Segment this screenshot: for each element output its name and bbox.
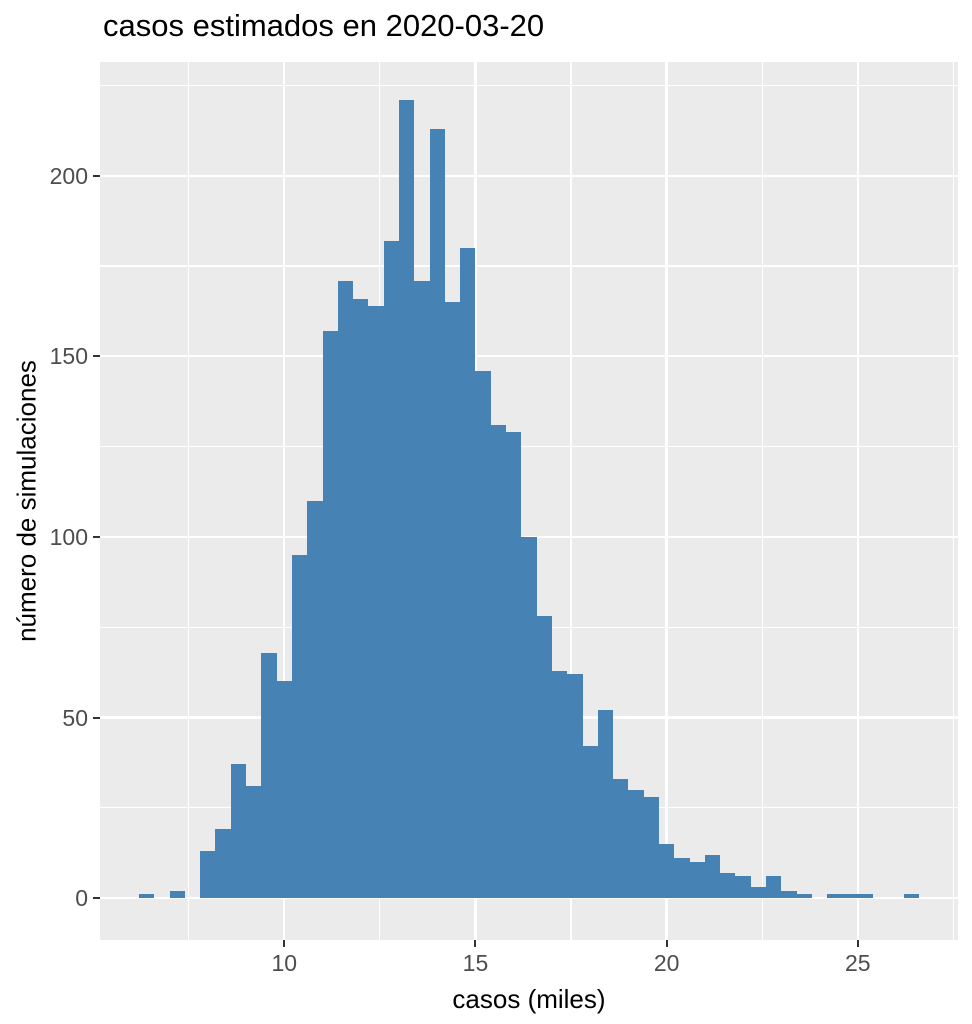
histogram-bar (643, 796, 659, 899)
y-tick-label: 50 (62, 704, 88, 731)
y-axis-tick (93, 174, 100, 177)
histogram-bar (291, 554, 308, 899)
gridline-minor-y (100, 446, 958, 448)
gridline-minor-x (761, 62, 763, 940)
histogram-bar (429, 128, 445, 899)
histogram-bar (139, 894, 155, 899)
histogram-bar (720, 872, 736, 899)
histogram-bar (276, 681, 292, 899)
gridline-major-y (100, 174, 958, 177)
x-tick-label: 10 (271, 950, 298, 976)
histogram-bar (903, 894, 919, 899)
histogram-bar (597, 710, 614, 899)
gridline-major-y (100, 896, 958, 900)
histogram-bar (567, 674, 583, 899)
histogram-bar (246, 786, 262, 899)
x-tick-label: 20 (653, 950, 680, 976)
gridline-minor-x (952, 62, 954, 940)
histogram-bar (613, 778, 629, 899)
gridline-minor-y (100, 265, 958, 267)
y-tick-label: 150 (49, 343, 88, 370)
histogram-bar (750, 887, 767, 899)
x-axis-tick (665, 940, 668, 947)
histogram-bar (827, 894, 843, 899)
histogram-bar (857, 894, 874, 899)
histogram-bar (842, 894, 858, 899)
histogram-bar (444, 302, 461, 899)
histogram-bar (704, 854, 721, 899)
histogram-bar (490, 424, 507, 899)
histogram-bar (766, 876, 782, 899)
histogram-bar (689, 861, 705, 899)
gridline-major-x (856, 62, 859, 940)
x-axis-title: casos (miles) (452, 984, 606, 1014)
gridline-minor-x (188, 62, 190, 940)
histogram-bar (383, 240, 399, 899)
histogram-bar (337, 280, 354, 899)
histogram-bar (261, 652, 277, 899)
x-axis-tick (283, 940, 286, 947)
histogram-bar (368, 305, 384, 899)
histogram-bar (322, 331, 338, 899)
histogram-bar (582, 746, 598, 899)
histogram-bar (200, 851, 216, 899)
gridline-major-x (283, 62, 286, 940)
histogram-bar (735, 876, 751, 899)
x-axis-tick (474, 940, 477, 947)
histogram-bar (414, 280, 430, 899)
plot-panel (100, 62, 958, 940)
gridline-major-x (665, 62, 668, 940)
histogram-bar (521, 536, 537, 899)
y-axis-tick (93, 355, 100, 358)
histogram-bar (230, 764, 247, 899)
histogram-bar (781, 890, 797, 899)
y-axis-title: número de simulaciones (11, 360, 42, 642)
y-tick-label: 0 (75, 885, 88, 912)
histogram-bar (628, 789, 644, 899)
y-axis-tick (93, 716, 100, 719)
histogram-bar (551, 670, 568, 899)
histogram-bar (475, 370, 491, 899)
histogram-bar (353, 298, 369, 899)
histogram-bar (674, 858, 690, 899)
histogram-bar (399, 99, 415, 899)
gridline-major-x (474, 62, 477, 940)
x-tick-label: 15 (462, 950, 489, 976)
histogram-bar (536, 616, 552, 899)
gridline-minor-x (570, 62, 572, 940)
y-axis-tick (93, 535, 100, 538)
gridline-major-y (100, 355, 958, 358)
x-tick-label: 25 (845, 950, 871, 976)
histogram-bar (215, 829, 231, 899)
y-axis-tick (93, 897, 100, 900)
histogram-bar (796, 894, 812, 899)
histogram-bar (307, 500, 323, 899)
gridline-minor-y (100, 84, 958, 87)
histogram-bar (506, 432, 522, 899)
histogram-bar (659, 843, 675, 899)
histogram-bar (460, 248, 476, 899)
y-tick-label: 100 (49, 523, 88, 550)
chart-title: casos estimados en 2020-03-20 (103, 8, 545, 43)
y-tick-label: 200 (49, 162, 88, 189)
x-axis-tick (856, 940, 859, 947)
histogram-bar (169, 890, 185, 899)
